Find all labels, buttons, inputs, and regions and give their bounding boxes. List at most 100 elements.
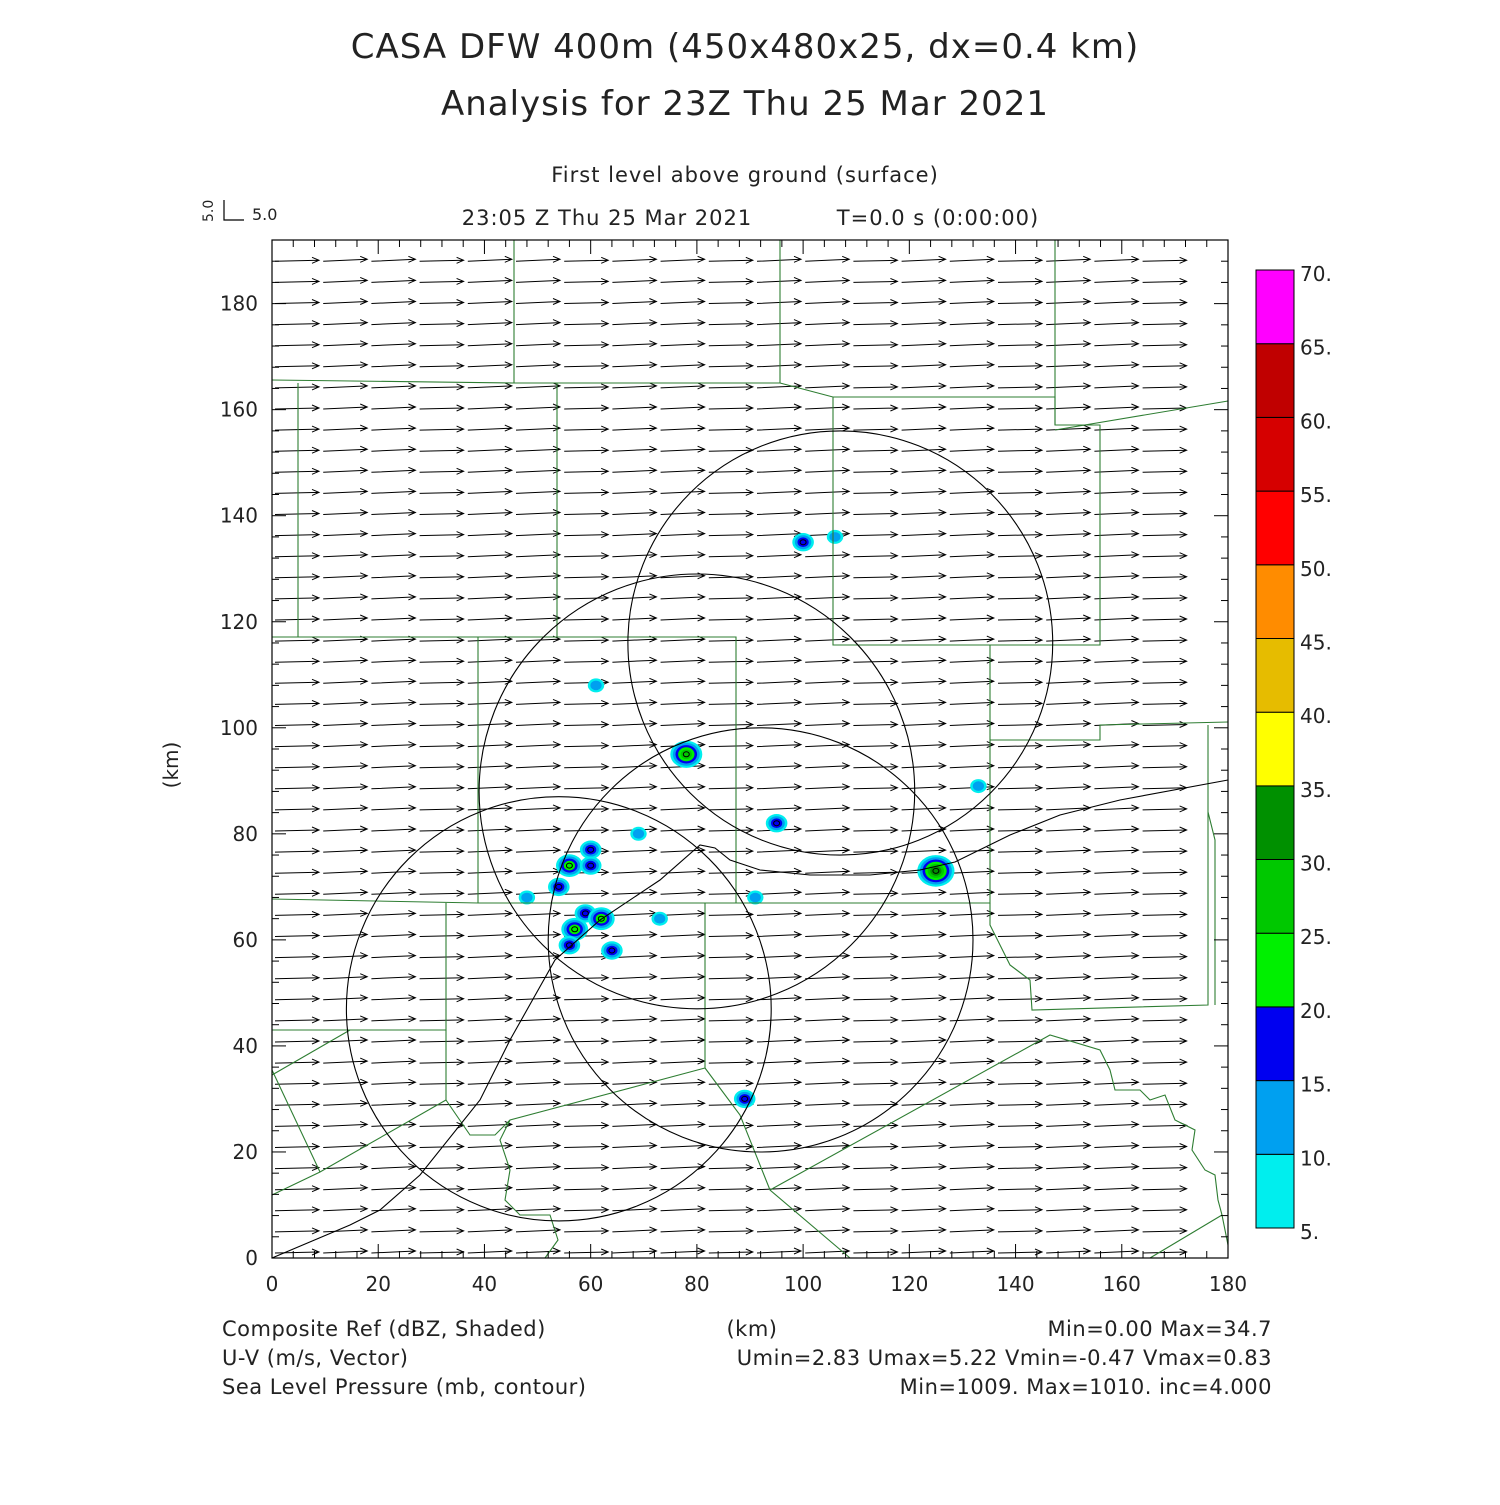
reflectivity-echo-core — [587, 862, 595, 869]
plot-axes: 0 20 40 60 80 100 120 140 160 180 0 20 40 60 80 100 120 1… — [220, 239, 1247, 1296]
sea-level-pressure-contours — [345, 430, 1054, 1222]
reflectivity-echo-core — [773, 820, 781, 827]
colorbar-segment — [1255, 785, 1295, 860]
x-tick-label: 40 — [472, 1272, 497, 1296]
reflectivity-echo-core — [932, 867, 940, 874]
x-tick-label: 20 — [365, 1272, 390, 1296]
colorbar-label: 65. — [1300, 336, 1332, 360]
reflectivity-echo — [585, 844, 597, 855]
reflectivity-echo — [829, 532, 841, 542]
y-tick-label: 0 — [245, 1246, 258, 1270]
y-tick-label: 140 — [220, 504, 258, 528]
colorbar-label: 55. — [1300, 483, 1332, 507]
colorbar-segment — [1255, 638, 1295, 713]
reflectivity-echo-core — [682, 751, 690, 758]
reflectivity-echo-core — [799, 539, 807, 546]
colorbar-label: 50. — [1300, 557, 1332, 581]
vector-scale-v-label: 5.0 — [201, 200, 217, 222]
colorbar-label: 45. — [1300, 631, 1332, 655]
footer-field2-stats: Umin=2.83 Umax=5.22 Vmin=-0.47 Vmax=0.83 — [737, 1346, 1272, 1370]
radar-range-circle — [547, 727, 974, 1153]
colorbar-segment — [1255, 490, 1295, 566]
reflectivity-echo — [739, 1094, 751, 1104]
reflectivity-echo — [563, 860, 576, 871]
footer-field3-stats: Min=1009. Max=1010. inc=4.000 — [900, 1375, 1272, 1399]
reflectivity-echo — [606, 945, 618, 956]
colorbar-label: 60. — [1300, 409, 1332, 433]
chart-title-line1: CASA DFW 400m (450x480x25, dx=0.4 km) — [351, 27, 1140, 67]
colorbar-segment — [1255, 1153, 1295, 1229]
vector-scale-u-label: 5.0 — [252, 205, 277, 224]
footer-field2-label: U-V (m/s, Vector) — [222, 1346, 408, 1370]
footer-field1-stats: Min=0.00 Max=34.7 — [1047, 1317, 1272, 1341]
footer-field3-label: Sea Level Pressure (mb, contour) — [222, 1375, 587, 1399]
radar-range-circle — [345, 796, 772, 1222]
x-tick-label: 160 — [1103, 1272, 1141, 1296]
colorbar-segment — [1255, 932, 1295, 1008]
reflectivity-echo — [569, 924, 581, 935]
colorbar-segment — [1255, 711, 1295, 787]
colorbar-label: 30. — [1300, 852, 1332, 876]
x-axis-unit-label: (km) — [726, 1317, 777, 1341]
reflectivity-echo — [590, 680, 602, 691]
x-tick-label: 140 — [996, 1272, 1034, 1296]
reflectivity-echo — [654, 913, 666, 924]
reflectivity-echo — [579, 908, 592, 919]
x-tick-label: 120 — [890, 1272, 928, 1296]
colorbar-segment — [1255, 1006, 1295, 1082]
reflectivity-echo-core — [741, 1095, 749, 1102]
reflectivity-echo — [680, 749, 692, 760]
y-tick-label: 40 — [233, 1034, 258, 1058]
county-boundaries — [271, 240, 1229, 1259]
wind-vector-field — [274, 255, 1188, 1256]
reflectivity-echo-core — [555, 883, 563, 890]
reflectivity-echo — [632, 829, 645, 839]
y-tick-label: 80 — [233, 822, 258, 846]
colorbar-label: 70. — [1300, 262, 1332, 286]
x-tick-label: 100 — [784, 1272, 822, 1296]
reflectivity-echo-core — [597, 915, 605, 922]
colorbar-label: 35. — [1300, 778, 1332, 802]
colorbar: 5. 10. 15. 20. 25. 30. 35. 40. 45. 50. 55. 60. 65. 70… — [1255, 262, 1332, 1244]
colorbar-label: 15. — [1300, 1073, 1332, 1097]
reflectivity-echo-core — [587, 846, 595, 853]
colorbar-label: 25. — [1300, 925, 1332, 949]
level-label: First level above ground (surface) — [551, 163, 939, 187]
footer-field1-label: Composite Ref (dBZ, Shaded) — [222, 1317, 546, 1341]
y-tick-label: 20 — [233, 1140, 258, 1164]
reflectivity-echo-core — [571, 926, 579, 933]
colorbar-segment — [1255, 269, 1295, 345]
radar-range-circle — [627, 430, 1054, 856]
reflectivity-echo — [749, 892, 761, 903]
y-tick-label: 120 — [220, 610, 258, 634]
chart-title-line2: Analysis for 23Z Thu 25 Mar 2021 — [441, 84, 1049, 124]
wind-vectors — [274, 255, 1188, 1256]
reflectivity-echo-core — [581, 910, 589, 917]
y-tick-label: 100 — [220, 716, 258, 740]
colorbar-segment — [1255, 564, 1295, 639]
radar-range-circle — [478, 573, 916, 1010]
x-tick-label: 80 — [684, 1272, 709, 1296]
colorbar-segment — [1255, 343, 1295, 418]
colorbar-label: 5. — [1300, 1220, 1319, 1244]
reflectivity-echo — [930, 866, 942, 876]
colorbar-label: 40. — [1300, 704, 1332, 728]
reflectivity-echo — [585, 860, 597, 871]
time-label: 23:05 Z Thu 25 Mar 2021 — [462, 206, 753, 230]
reflectivity-echo — [563, 940, 576, 950]
reflectivity-echo — [521, 892, 533, 903]
colorbar-segment — [1255, 1080, 1295, 1155]
y-axis-label: (km) — [159, 742, 183, 789]
integration-time-label: T=0.0 s (0:00:00) — [836, 206, 1039, 230]
colorbar-segment — [1255, 859, 1295, 934]
x-tick-label: 0 — [266, 1272, 279, 1296]
y-tick-label: 160 — [220, 398, 258, 422]
vector-scale-key: 5.0 5.0 — [201, 200, 277, 224]
reflectivity-shading — [518, 529, 987, 1109]
reflectivity-echo-core — [565, 862, 573, 869]
reflectivity-echo — [771, 818, 783, 828]
colorbar-label: 20. — [1300, 999, 1332, 1023]
x-tick-label: 180 — [1209, 1272, 1247, 1296]
reflectivity-echo — [972, 781, 985, 791]
